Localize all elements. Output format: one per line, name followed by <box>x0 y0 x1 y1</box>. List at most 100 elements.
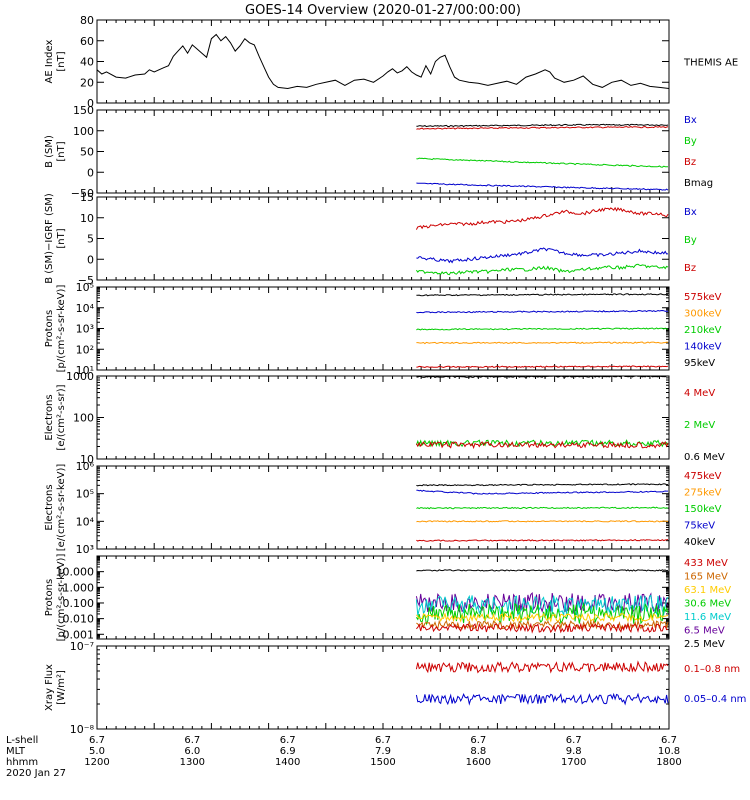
y-tick-label: 80 <box>80 14 94 27</box>
x-axis-date: 2020 Jan 27 <box>6 768 66 779</box>
panel-protons-low: 10¹ 10² 10³ 10⁴ 10⁵ Protons [p/(cm²-s-sr-keV)]… <box>44 281 722 377</box>
series-line-75kev <box>416 489 668 495</box>
x-tick-label: 6.7 <box>375 735 391 746</box>
x-row-label: L-shell <box>6 735 38 746</box>
y-axis-label: [nT] <box>56 228 67 248</box>
legend-entry: 575keV <box>684 292 722 303</box>
legend-entry: 0.05–0.4 nm <box>684 694 746 705</box>
legend-entry: 95keV <box>684 358 715 369</box>
panel-frame <box>96 375 670 460</box>
series-line-themis-ae <box>97 33 669 90</box>
legend-entry: 0.1–0.8 nm <box>684 664 740 675</box>
y-axis-label: [W/m²] <box>56 670 67 705</box>
y-tick-label: 10³ <box>76 543 94 556</box>
series-line-140kev <box>416 309 669 314</box>
x-tick-label: 1600 <box>466 757 491 768</box>
series-line-6-5-mev <box>415 591 669 615</box>
series-line-by <box>416 157 668 168</box>
y-tick-label: 1000 <box>66 370 94 383</box>
y-tick-label: 5 <box>87 233 94 246</box>
y-axis-label: Protons <box>44 579 55 616</box>
y-axis-label: B (SM)−IGRF (SM) <box>44 193 55 284</box>
legend-entry: 275keV <box>684 488 722 499</box>
y-tick-label: 10⁻⁸ <box>70 723 95 736</box>
y-tick-label: 0 <box>87 166 94 179</box>
x-tick-label: 1800 <box>656 757 681 768</box>
legend-entry: Bx <box>684 207 697 218</box>
panel-xray: 10⁻⁸ 10⁻⁷ Xray Flux [W/m²] 0.1–0.8 nm 0.05–0.… <box>44 640 746 736</box>
series-line-4-mev <box>415 440 669 450</box>
series-line-475kev <box>416 539 669 542</box>
x-tick-label: 9.8 <box>566 746 582 757</box>
legend-entry: 433 MeV <box>684 558 728 569</box>
legend-entry: Bx <box>684 115 697 126</box>
legend-entry: 300keV <box>684 309 722 320</box>
series-line-433-mev <box>416 622 669 634</box>
legend-entry: By <box>684 136 697 147</box>
x-tick-label: 8.8 <box>470 746 486 757</box>
legend-entry: 4 MeV <box>684 388 715 399</box>
y-axis-label: Protons <box>44 310 55 347</box>
x-tick-label: 7.9 <box>375 746 391 757</box>
y-tick-label: 100 <box>73 125 94 138</box>
y-tick-label: −5 <box>78 274 94 287</box>
y-axis-label: Electrons <box>44 484 55 530</box>
series-line-575kev <box>416 365 669 369</box>
legend-entry: THEMIS AE <box>683 58 738 69</box>
series-line-300kev <box>416 341 669 345</box>
series-line-40kev <box>416 483 669 487</box>
y-tick-label: 10⁵ <box>76 281 94 294</box>
x-tick-label: 1500 <box>370 757 395 768</box>
y-tick-label: 10¹ <box>76 364 94 377</box>
y-tick-label: 0.010 <box>63 613 95 626</box>
series-line-by <box>415 263 669 276</box>
x-tick-label: 1200 <box>84 757 109 768</box>
series-line-2-5-mev <box>416 569 669 572</box>
y-tick-label: 10⁵ <box>76 488 94 501</box>
y-axis-label: [nT] <box>56 141 67 161</box>
legend-entry: Bz <box>684 263 696 274</box>
legend-entry: 150keV <box>684 504 722 515</box>
x-row-label: MLT <box>6 746 26 757</box>
y-tick-label: 0.100 <box>63 597 95 610</box>
legend-entry: 6.5 MeV <box>684 626 725 637</box>
y-tick-label: 100 <box>73 412 94 425</box>
legend-entry: 75keV <box>684 521 715 532</box>
legend-entry: 475keV <box>684 471 722 482</box>
y-tick-label: 10⁻⁷ <box>70 640 94 653</box>
panel-bfield: −50 0 50 100 150 B (SM) [nT] Bx By Bz Bmag <box>44 104 713 200</box>
series-line-bz <box>416 125 669 130</box>
y-axis-label: [nT] <box>56 51 67 71</box>
y-tick-label: 0.001 <box>63 628 95 641</box>
legend-entry: 11.6 MeV <box>684 612 731 623</box>
x-tick-label: 5.0 <box>89 746 105 757</box>
series-line-30-6-mev <box>415 602 669 626</box>
x-tick-label: 1300 <box>180 757 205 768</box>
panel-frame <box>96 645 670 730</box>
y-tick-label: 10 <box>80 212 94 225</box>
legend-entry: 40keV <box>684 537 715 548</box>
y-tick-label: 0 <box>87 97 94 110</box>
y-tick-label: 10.000 <box>56 566 95 579</box>
x-tick-label: 1700 <box>561 757 586 768</box>
series-line-275kev <box>416 520 669 523</box>
panel-electrons-low: 10³ 10⁴ 10⁵ 10⁶ Electrons [e/(cm²-s-sr-keV)] 4… <box>44 460 722 556</box>
x-tick-label: 10.8 <box>658 746 680 757</box>
series-line-bz <box>415 206 669 230</box>
series-line-0-05-0-4-nm <box>415 692 669 706</box>
legend-entry: 210keV <box>684 325 722 336</box>
y-tick-label: 15 <box>80 191 94 204</box>
series-line-bx <box>416 182 669 191</box>
y-tick-label: 10⁶ <box>76 460 95 473</box>
x-tick-label: 6.7 <box>280 735 296 746</box>
y-tick-label: 40 <box>80 56 94 69</box>
panel-ae: 0 20 40 60 80 AE Index [nT] THEMIS AE <box>44 14 738 110</box>
legend-entry: 2 MeV <box>684 420 715 431</box>
series-line-95kev <box>416 293 669 297</box>
y-axis-label: AE Index <box>44 39 55 83</box>
y-tick-label: 150 <box>73 104 94 117</box>
x-tick-label: 6.7 <box>470 735 486 746</box>
legend-entry: Bz <box>684 157 696 168</box>
